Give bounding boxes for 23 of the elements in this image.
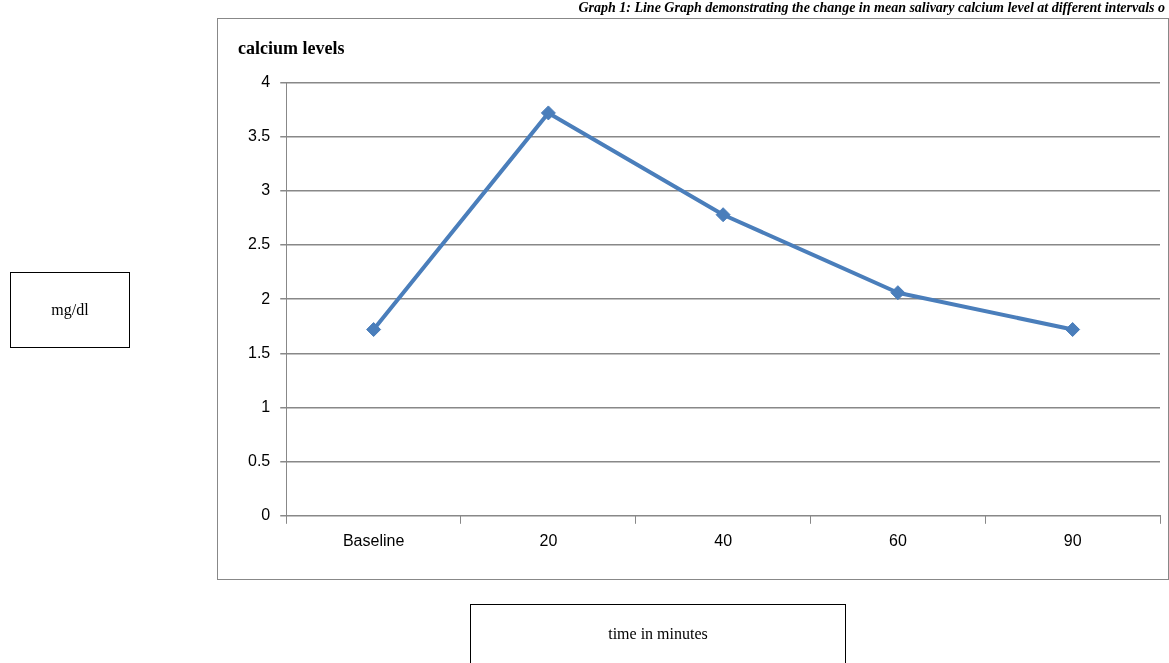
chart-title: calcium levels: [238, 38, 345, 59]
point: [366, 322, 382, 338]
x-tick-label: 20: [539, 531, 558, 549]
y-tick-label: 0: [261, 506, 271, 524]
point: [1065, 322, 1081, 338]
point: [540, 105, 556, 121]
x-tick-label: Baseline: [342, 531, 405, 549]
x-tick-label: 40: [714, 531, 733, 549]
x-tick-label: 90: [1063, 531, 1082, 549]
x-tick-label: 60: [888, 531, 907, 549]
point: [715, 207, 731, 223]
y-tick-label: 0.5: [247, 452, 271, 470]
y-tick-label: 3: [261, 181, 271, 199]
y-tick-label: 3.5: [247, 127, 271, 145]
text: mg/dl: [10, 272, 130, 348]
y-tick-label: 1.5: [247, 343, 271, 361]
y-tick-label: 1: [261, 397, 271, 415]
point: [890, 285, 906, 301]
x-axis-title: time in minutes: [470, 604, 846, 663]
caption: Graph 1: Line Graph demonstrating the change in mean salivary calcium level at different intervals o: [577, 0, 1166, 16]
y-tick-label: 2: [261, 289, 271, 307]
y-tick-label: 2.5: [247, 235, 271, 253]
y-tick-label: 4: [261, 73, 271, 91]
